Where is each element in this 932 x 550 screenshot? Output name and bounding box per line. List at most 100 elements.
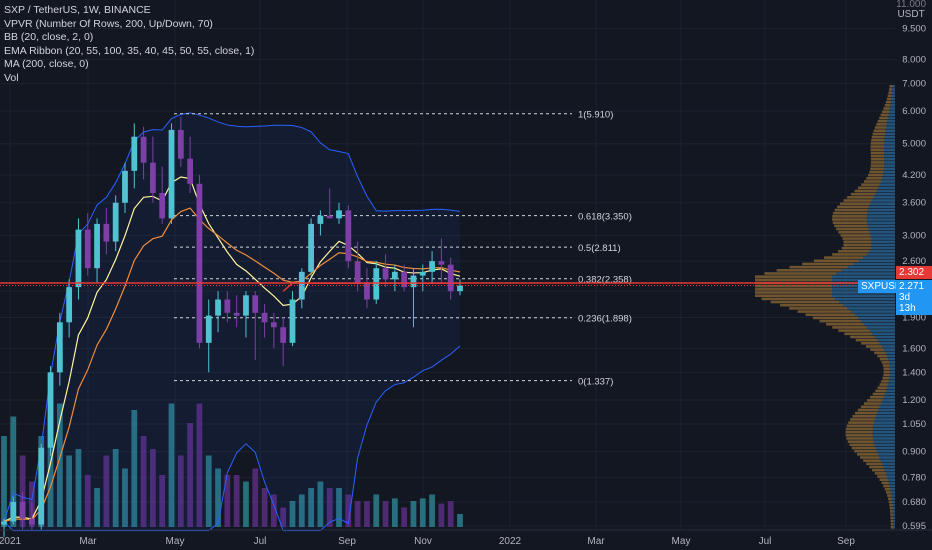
indicator-ma[interactable]: MA (200, close, 0): [4, 58, 89, 70]
vp-down-bar: [866, 462, 883, 466]
candle: [438, 238, 445, 284]
vp-down-bar: [882, 110, 890, 113]
vp-down-bar: [819, 319, 862, 323]
vp-down-bar: [866, 399, 883, 402]
vp-down-bar: [860, 405, 880, 409]
vp-up-bar: [892, 88, 895, 91]
vp-down-bar: [871, 138, 885, 142]
candle: [457, 279, 463, 296]
vp-up-bar: [871, 237, 895, 240]
candle: [140, 126, 147, 180]
volume-bar: [410, 501, 417, 527]
vp-down-bar: [863, 459, 881, 462]
volume-bar: [140, 436, 147, 527]
vp-down-bar: [838, 249, 870, 253]
vp-down-bar: [870, 157, 885, 161]
vp-down-bar: [890, 516, 893, 520]
vp-up-bar: [884, 138, 895, 142]
candle-body: [205, 315, 212, 343]
vp-down-bar: [761, 297, 835, 301]
indicator-vpvr[interactable]: VPVR (Number Of Rows, 200, Up/Down, 70): [4, 17, 213, 30]
vp-down-bar: [879, 357, 889, 361]
vp-up-bar: [892, 506, 895, 510]
vp-up-bar: [843, 303, 895, 307]
y-tick-label: 3.600: [902, 198, 926, 209]
vp-down-bar: [857, 408, 879, 412]
y-tick-label: 1.400: [902, 367, 926, 378]
candle: [410, 268, 417, 328]
candle: [224, 291, 231, 323]
vp-down-bar: [854, 189, 877, 193]
volume-bar: [261, 488, 268, 527]
candle: [215, 291, 221, 333]
vp-up-bar: [834, 297, 895, 301]
vp-down-bar: [875, 389, 887, 393]
vp-up-bar: [832, 294, 895, 297]
vp-up-bar: [889, 364, 895, 367]
vp-down-bar: [866, 345, 882, 348]
vp-up-bar: [884, 135, 895, 139]
vp-up-bar: [874, 443, 895, 447]
vp-down-bar: [755, 291, 832, 294]
volume-bar: [233, 475, 240, 527]
vp-up-bar: [866, 326, 895, 329]
last-price-value: 2.271: [899, 281, 925, 292]
candle-body: [391, 271, 398, 280]
volume-bar: [75, 449, 82, 527]
x-tick-label: Jul: [254, 536, 267, 547]
vp-down-bar: [890, 519, 894, 523]
vp-down-bar: [863, 402, 882, 405]
candle: [326, 188, 333, 219]
vp-down-bar: [888, 91, 893, 94]
candle-body: [224, 299, 231, 313]
volume-bar: [103, 455, 110, 527]
vp-down-bar: [881, 481, 889, 485]
volume-bar: [401, 507, 408, 527]
vp-up-bar: [879, 183, 895, 186]
vp-up-bar: [873, 440, 895, 443]
candle: [243, 291, 249, 338]
vp-down-bar: [855, 411, 878, 415]
volume-bar: [131, 410, 138, 527]
vp-down-bar: [845, 430, 873, 434]
vp-up-bar: [874, 335, 895, 339]
vp-down-bar: [842, 237, 872, 240]
indicator-bb[interactable]: BB (20, close, 2, 0): [4, 31, 94, 43]
candle: [122, 162, 128, 213]
candle: [112, 195, 119, 252]
candle: [447, 257, 454, 300]
indicator-vol[interactable]: Vol: [4, 71, 19, 84]
vp-down-bar: [871, 135, 885, 139]
vp-up-bar: [851, 310, 895, 313]
volume-bar: [150, 449, 156, 527]
vp-down-bar: [880, 113, 889, 117]
vp-up-bar: [888, 478, 895, 482]
candle-body: [103, 223, 110, 242]
vp-down-bar: [882, 364, 890, 367]
vp-down-bar: [879, 383, 889, 386]
vp-up-bar: [854, 313, 895, 317]
indicator-ema-ribbon[interactable]: EMA Ribbon (20, 55, 100, 35, 40, 45, 50,…: [4, 44, 255, 57]
x-tick-label: Jul: [759, 536, 772, 547]
vp-down-bar: [890, 513, 893, 516]
vp-down-bar: [879, 116, 888, 120]
symbol-title[interactable]: SXP / TetherUS, 1W, BINANCE: [4, 4, 151, 16]
candle: [47, 366, 54, 456]
last-price-label: 2.271 3d 13h: [896, 280, 932, 315]
axis-currency-label: USDT: [897, 9, 925, 20]
candle: [289, 291, 296, 347]
candle: [150, 136, 156, 203]
volume-bar: [373, 494, 380, 527]
vp-up-bar: [888, 481, 895, 485]
vp-down-bar: [877, 475, 888, 478]
vp-down-bar: [887, 94, 892, 98]
candle-body: [289, 299, 296, 343]
vp-down-bar: [838, 230, 870, 234]
vp-down-bar: [755, 288, 832, 291]
vp-down-bar: [789, 265, 848, 269]
vp-down-bar: [870, 167, 884, 171]
vp-down-bar: [889, 84, 893, 88]
volume-bar: [159, 475, 166, 527]
x-tick-label: Mar: [79, 536, 97, 547]
